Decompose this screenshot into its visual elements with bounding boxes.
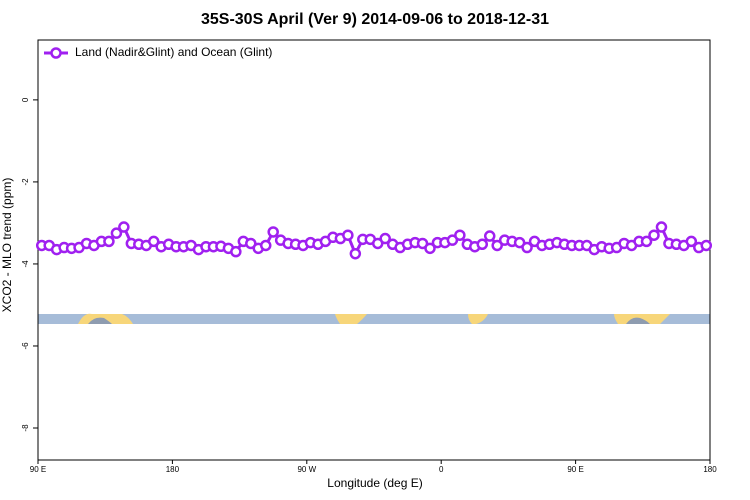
data-point [230,245,242,258]
x-tick-label: 90 W [297,465,316,474]
data-point [118,221,130,233]
x-tick-label: 90 E [30,465,46,474]
legend-marker [50,47,62,59]
data-point [655,221,668,233]
y-tick-label: -2 [21,178,30,186]
data-point [259,239,272,252]
plot-frame [37,39,711,461]
y-tick-label: -8 [21,424,30,432]
data-point [476,238,489,251]
x-tick-label: 180 [166,465,180,474]
data-point [379,232,391,245]
data-point [483,230,496,242]
x-tick-label: 90 E [567,465,583,474]
x-axis-label: Longitude (deg E) [327,476,422,490]
data-point [267,226,279,238]
data-point [103,235,115,248]
x-tick-label: 0 [439,465,444,474]
data-point [640,235,653,248]
legend: Land (Nadir&Glint) and Ocean (Glint) [44,45,272,59]
data-point [685,235,698,248]
y-axis-label: XCO2 - MLO trend (ppm) [0,178,14,313]
data-point [349,247,362,260]
data-point [700,239,713,252]
x-tick-label: 180 [703,465,717,474]
y-tick-label: -4 [21,260,30,268]
chart-title: 35S-30S April (Ver 9) 2014-09-06 to 2018… [201,11,549,28]
data-point [648,229,660,241]
data-point [491,239,503,252]
y-tick-label: 0 [21,97,30,102]
map-strip [38,313,710,324]
data-point [110,227,123,239]
data-point [521,241,533,254]
data-point [424,242,436,255]
data-point [454,229,466,241]
data-point [147,235,160,248]
data-point [342,229,354,241]
y-tick-label: -6 [21,342,30,350]
legend-label: Land (Nadir&Glint) and Ocean (Glint) [75,45,272,59]
